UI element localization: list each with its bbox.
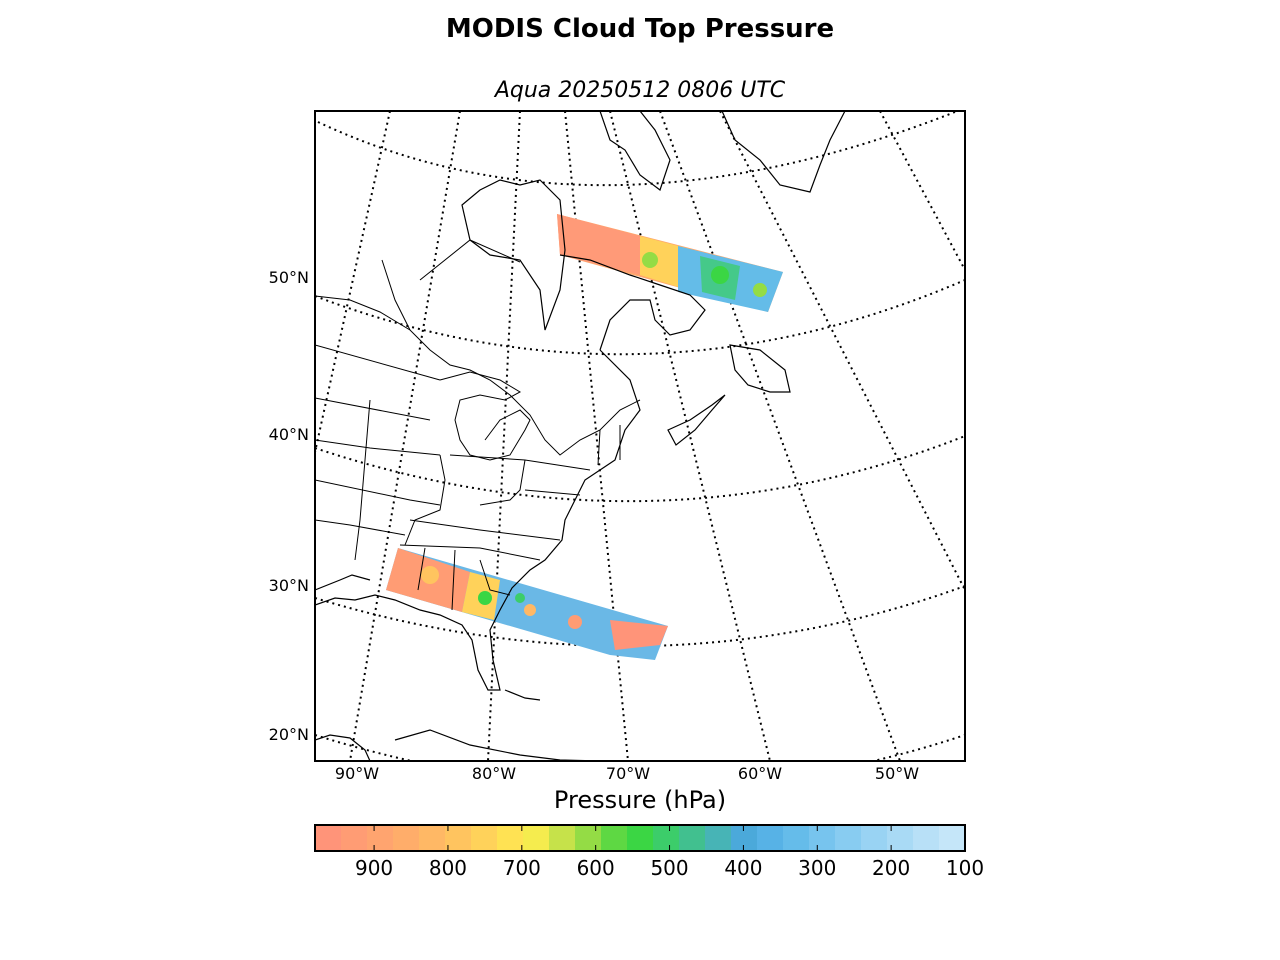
colorbar-segment (783, 825, 810, 851)
lat-label-30n: 30°N (268, 576, 309, 595)
colorbar-segment (705, 825, 732, 851)
colorbar-segment (835, 825, 862, 851)
newfoundland (729, 344, 791, 393)
colorbar-tick-label: 500 (650, 856, 689, 880)
parallel-50n (315, 279, 965, 356)
colorbar-segment (809, 825, 836, 851)
colorbar-tick-label: 700 (502, 856, 541, 880)
colorbar-frame (314, 824, 966, 852)
border-18 (381, 259, 411, 331)
colorbar-tick-label: 900 (354, 856, 394, 880)
colorbar-segment (471, 825, 498, 851)
us-east-coast (315, 349, 641, 691)
colorbar-segment (913, 825, 940, 851)
border-19 (419, 239, 521, 281)
colorbar-segment (341, 825, 368, 851)
great-lakes (439, 371, 531, 461)
meridian-50w (659, 111, 901, 761)
border-3 (315, 439, 441, 456)
lat-label-50n: 50°N (268, 268, 309, 287)
parallel-30n (315, 585, 965, 648)
colorbar (314, 824, 966, 852)
colorbar-segment (757, 825, 784, 851)
meridian-90w (349, 111, 461, 761)
border-11 (354, 399, 371, 561)
border-1 (315, 344, 441, 381)
border-17 (524, 489, 581, 496)
colorbar-segment (367, 825, 394, 851)
cloud-swath-south (386, 548, 668, 660)
colorbar-segment (679, 825, 706, 851)
figure-subtitle: Aqua 20250512 0806 UTC (494, 78, 786, 103)
meridian-100w (315, 111, 391, 453)
border-14 (479, 559, 511, 596)
border-7 (404, 454, 446, 546)
colorbar-segment (523, 825, 550, 851)
colorbar-segment (445, 825, 472, 851)
canada-us-border (315, 295, 641, 456)
colorbar-title: Pressure (hPa) (553, 786, 727, 814)
colorbar-segment (575, 825, 602, 851)
border-10 (479, 459, 526, 506)
lat-label-20n: 20°N (268, 725, 309, 744)
colorbar-segment (601, 825, 628, 851)
lat-label-40n: 40°N (268, 425, 309, 444)
colorbar-tick-label: 300 (798, 856, 837, 880)
colorbar-segment (939, 825, 966, 851)
colorbar-tick-label: 200 (872, 856, 911, 880)
border-13 (451, 549, 456, 611)
colorbar-segment (419, 825, 446, 851)
state-borders (315, 239, 641, 611)
colorbar-segment (653, 825, 680, 851)
yucatan (315, 734, 371, 761)
colorbar-segment (315, 825, 342, 851)
greenland-coast (721, 111, 846, 193)
parallel-60n (317, 111, 961, 187)
labrador-coast (559, 254, 706, 351)
colorbar-segment (861, 825, 888, 851)
meridian-80w (487, 111, 521, 761)
border-2 (315, 397, 431, 421)
border-4 (315, 479, 441, 506)
colorbar-segment (731, 825, 758, 851)
border-6 (409, 519, 561, 541)
colorbar-segment (627, 825, 654, 851)
coastlines (315, 111, 846, 761)
colorbar-tick-label: 600 (576, 856, 615, 880)
colorbar-tick-label: 100 (945, 856, 985, 880)
border-8 (399, 544, 541, 561)
gulf-coast-west (315, 574, 371, 591)
florida-keys (504, 689, 541, 701)
map-frame (314, 110, 966, 762)
border-5 (315, 519, 406, 536)
colorbar-tick-label: 400 (724, 856, 763, 880)
border-12 (417, 547, 426, 591)
lon-label-50w: 50°W (874, 764, 920, 783)
lon-label-80w: 80°W (471, 764, 517, 783)
nova-scotia (667, 394, 726, 446)
figure-title: MODIS Cloud Top Pressure (445, 14, 835, 44)
lon-label-60w: 60°W (737, 764, 783, 783)
baffin-coast (599, 111, 671, 191)
lon-label-70w: 70°W (605, 764, 651, 783)
cloud-swath-north (557, 214, 783, 312)
colorbar-segment (497, 825, 524, 851)
colorbar-segment (549, 825, 576, 851)
colorbar-tick-label: 800 (428, 856, 468, 880)
border-15 (597, 429, 601, 466)
colorbar-segment (393, 825, 420, 851)
meridian-30w (879, 111, 965, 271)
lon-label-90w: 90°W (334, 764, 380, 783)
map-background (315, 111, 965, 761)
hudson-bay (461, 179, 566, 331)
